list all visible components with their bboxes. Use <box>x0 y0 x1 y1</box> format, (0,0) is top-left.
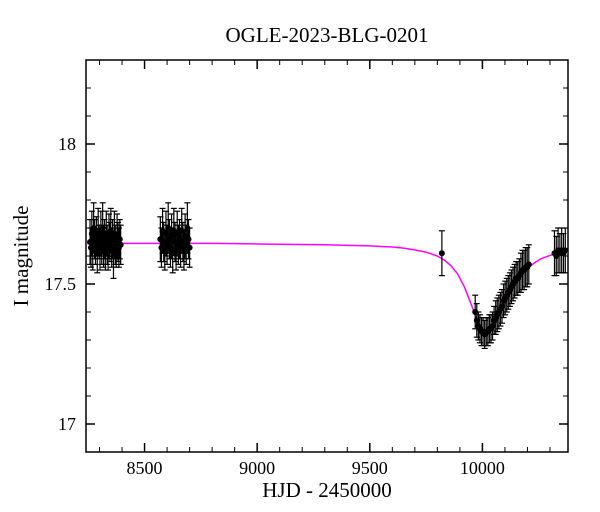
svg-text:9500: 9500 <box>352 458 388 478</box>
axes-box <box>86 60 568 452</box>
axis-ticks: 8500 9000 9500 10000 17 17.5 18 <box>45 60 569 478</box>
svg-text:10000: 10000 <box>460 458 505 478</box>
chart-svg: OGLE-2023-BLG-0201 HJD - 2450000 I magni… <box>0 0 600 512</box>
svg-text:8500: 8500 <box>127 458 163 478</box>
svg-text:9000: 9000 <box>239 458 275 478</box>
svg-text:17.5: 17.5 <box>45 274 77 294</box>
data-points <box>87 203 568 349</box>
svg-text:18: 18 <box>58 134 76 154</box>
x-axis-label: HJD - 2450000 <box>262 478 392 502</box>
svg-text:17: 17 <box>58 414 76 434</box>
y-axis-label: I magnitude <box>9 206 33 307</box>
chart-title: OGLE-2023-BLG-0201 <box>226 23 429 47</box>
lightcurve-chart: OGLE-2023-BLG-0201 HJD - 2450000 I magni… <box>0 0 600 512</box>
